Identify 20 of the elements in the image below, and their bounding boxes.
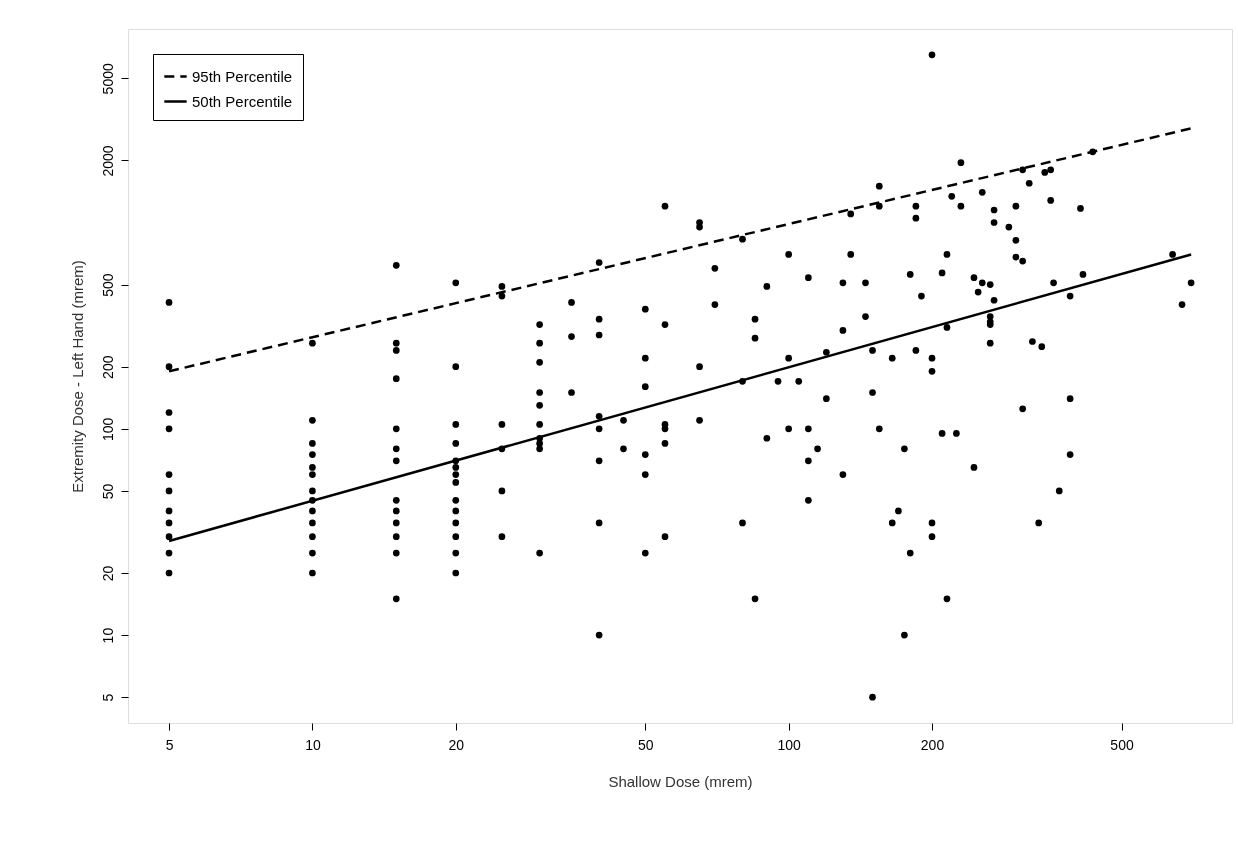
x-tick-label: 10 <box>305 736 321 753</box>
y-tick-label: 100 <box>99 417 116 441</box>
x-tick-label: 200 <box>920 736 945 753</box>
y-axis-title: Extremity Dose - Left Hand (mrem) <box>68 260 86 493</box>
y-tick-label: 200 <box>99 355 116 379</box>
x-axis-title: Shallow Dose (mrem) <box>608 772 753 790</box>
x-tick-label: 100 <box>777 736 802 753</box>
y-tick-label: 2000 <box>99 145 116 177</box>
legend-label: 50th Percentile <box>192 92 293 110</box>
y-tick-label: 500 <box>99 273 116 297</box>
x-tick-label: 5 <box>165 736 174 753</box>
y-tick-label: 5 <box>99 693 116 702</box>
legend-label: 95th Percentile <box>192 67 293 85</box>
y-tick-label: 50 <box>99 483 116 500</box>
y-tick-label: 5000 <box>99 63 116 95</box>
x-tick-label: 20 <box>448 736 465 753</box>
x-tick-label: 50 <box>637 736 654 753</box>
y-tick-label: 10 <box>99 627 116 644</box>
y-tick-label: 20 <box>99 565 116 582</box>
x-tick-label: 500 <box>1110 736 1134 753</box>
